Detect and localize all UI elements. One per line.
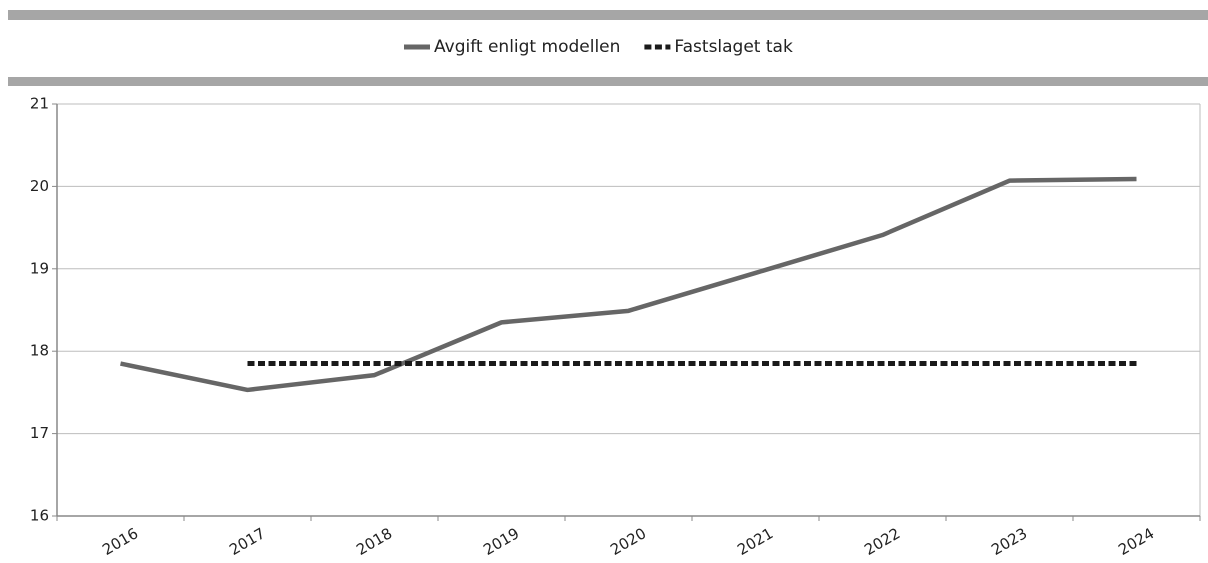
top-band xyxy=(8,10,1208,20)
bottom-band xyxy=(8,77,1208,86)
x-tick-label: 2018 xyxy=(353,524,395,559)
y-tick-label: 21 xyxy=(30,95,49,113)
legend-label: Fastslaget tak xyxy=(674,37,793,57)
x-tick-label: 2021 xyxy=(734,524,776,559)
y-tick-label: 20 xyxy=(30,177,49,195)
x-tick-label: 2016 xyxy=(99,524,141,559)
y-tick-label: 16 xyxy=(30,507,49,525)
x-tick-label: 2019 xyxy=(480,524,522,559)
x-tick-label: 2022 xyxy=(861,524,903,559)
x-tick-label: 2020 xyxy=(607,524,649,559)
series-line xyxy=(120,176,1137,393)
x-tick-label: 2017 xyxy=(226,524,268,559)
x-tick-label: 2023 xyxy=(988,524,1030,559)
legend-label: Avgift enligt modellen xyxy=(434,37,620,57)
legend: Avgift enligt modellen Fastslaget tak xyxy=(404,37,793,57)
y-tick-label: 18 xyxy=(30,342,49,360)
y-tick-label: 17 xyxy=(30,424,49,442)
x-tick-label: 2024 xyxy=(1115,524,1157,559)
y-tick-label: 19 xyxy=(30,259,49,277)
